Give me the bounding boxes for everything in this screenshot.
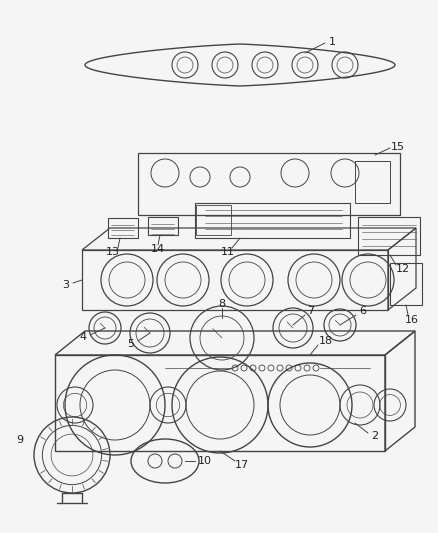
Text: 7: 7	[307, 306, 314, 316]
Text: 3: 3	[63, 280, 70, 290]
Bar	[108, 218, 138, 238]
Text: 8: 8	[219, 299, 226, 309]
Bar	[196, 205, 231, 235]
Text: 15: 15	[391, 142, 405, 152]
Bar	[390, 263, 422, 305]
Text: 2: 2	[371, 431, 378, 441]
Text: 12: 12	[396, 264, 410, 274]
Text: 16: 16	[405, 315, 419, 325]
Text: 1: 1	[328, 37, 336, 47]
Bar	[355, 161, 390, 203]
Bar	[148, 217, 178, 235]
Text: 11: 11	[221, 247, 235, 257]
Text: 5: 5	[127, 339, 134, 349]
Text: 4: 4	[79, 332, 87, 342]
Text: 10: 10	[198, 456, 212, 466]
Text: 18: 18	[319, 336, 333, 346]
Bar	[195, 203, 350, 238]
Text: 6: 6	[360, 306, 367, 316]
Bar	[358, 217, 420, 255]
Bar	[138, 153, 400, 215]
Text: 17: 17	[235, 460, 249, 470]
Text: 13: 13	[106, 247, 120, 257]
Text: 9: 9	[17, 435, 24, 445]
Text: 14: 14	[151, 244, 165, 254]
